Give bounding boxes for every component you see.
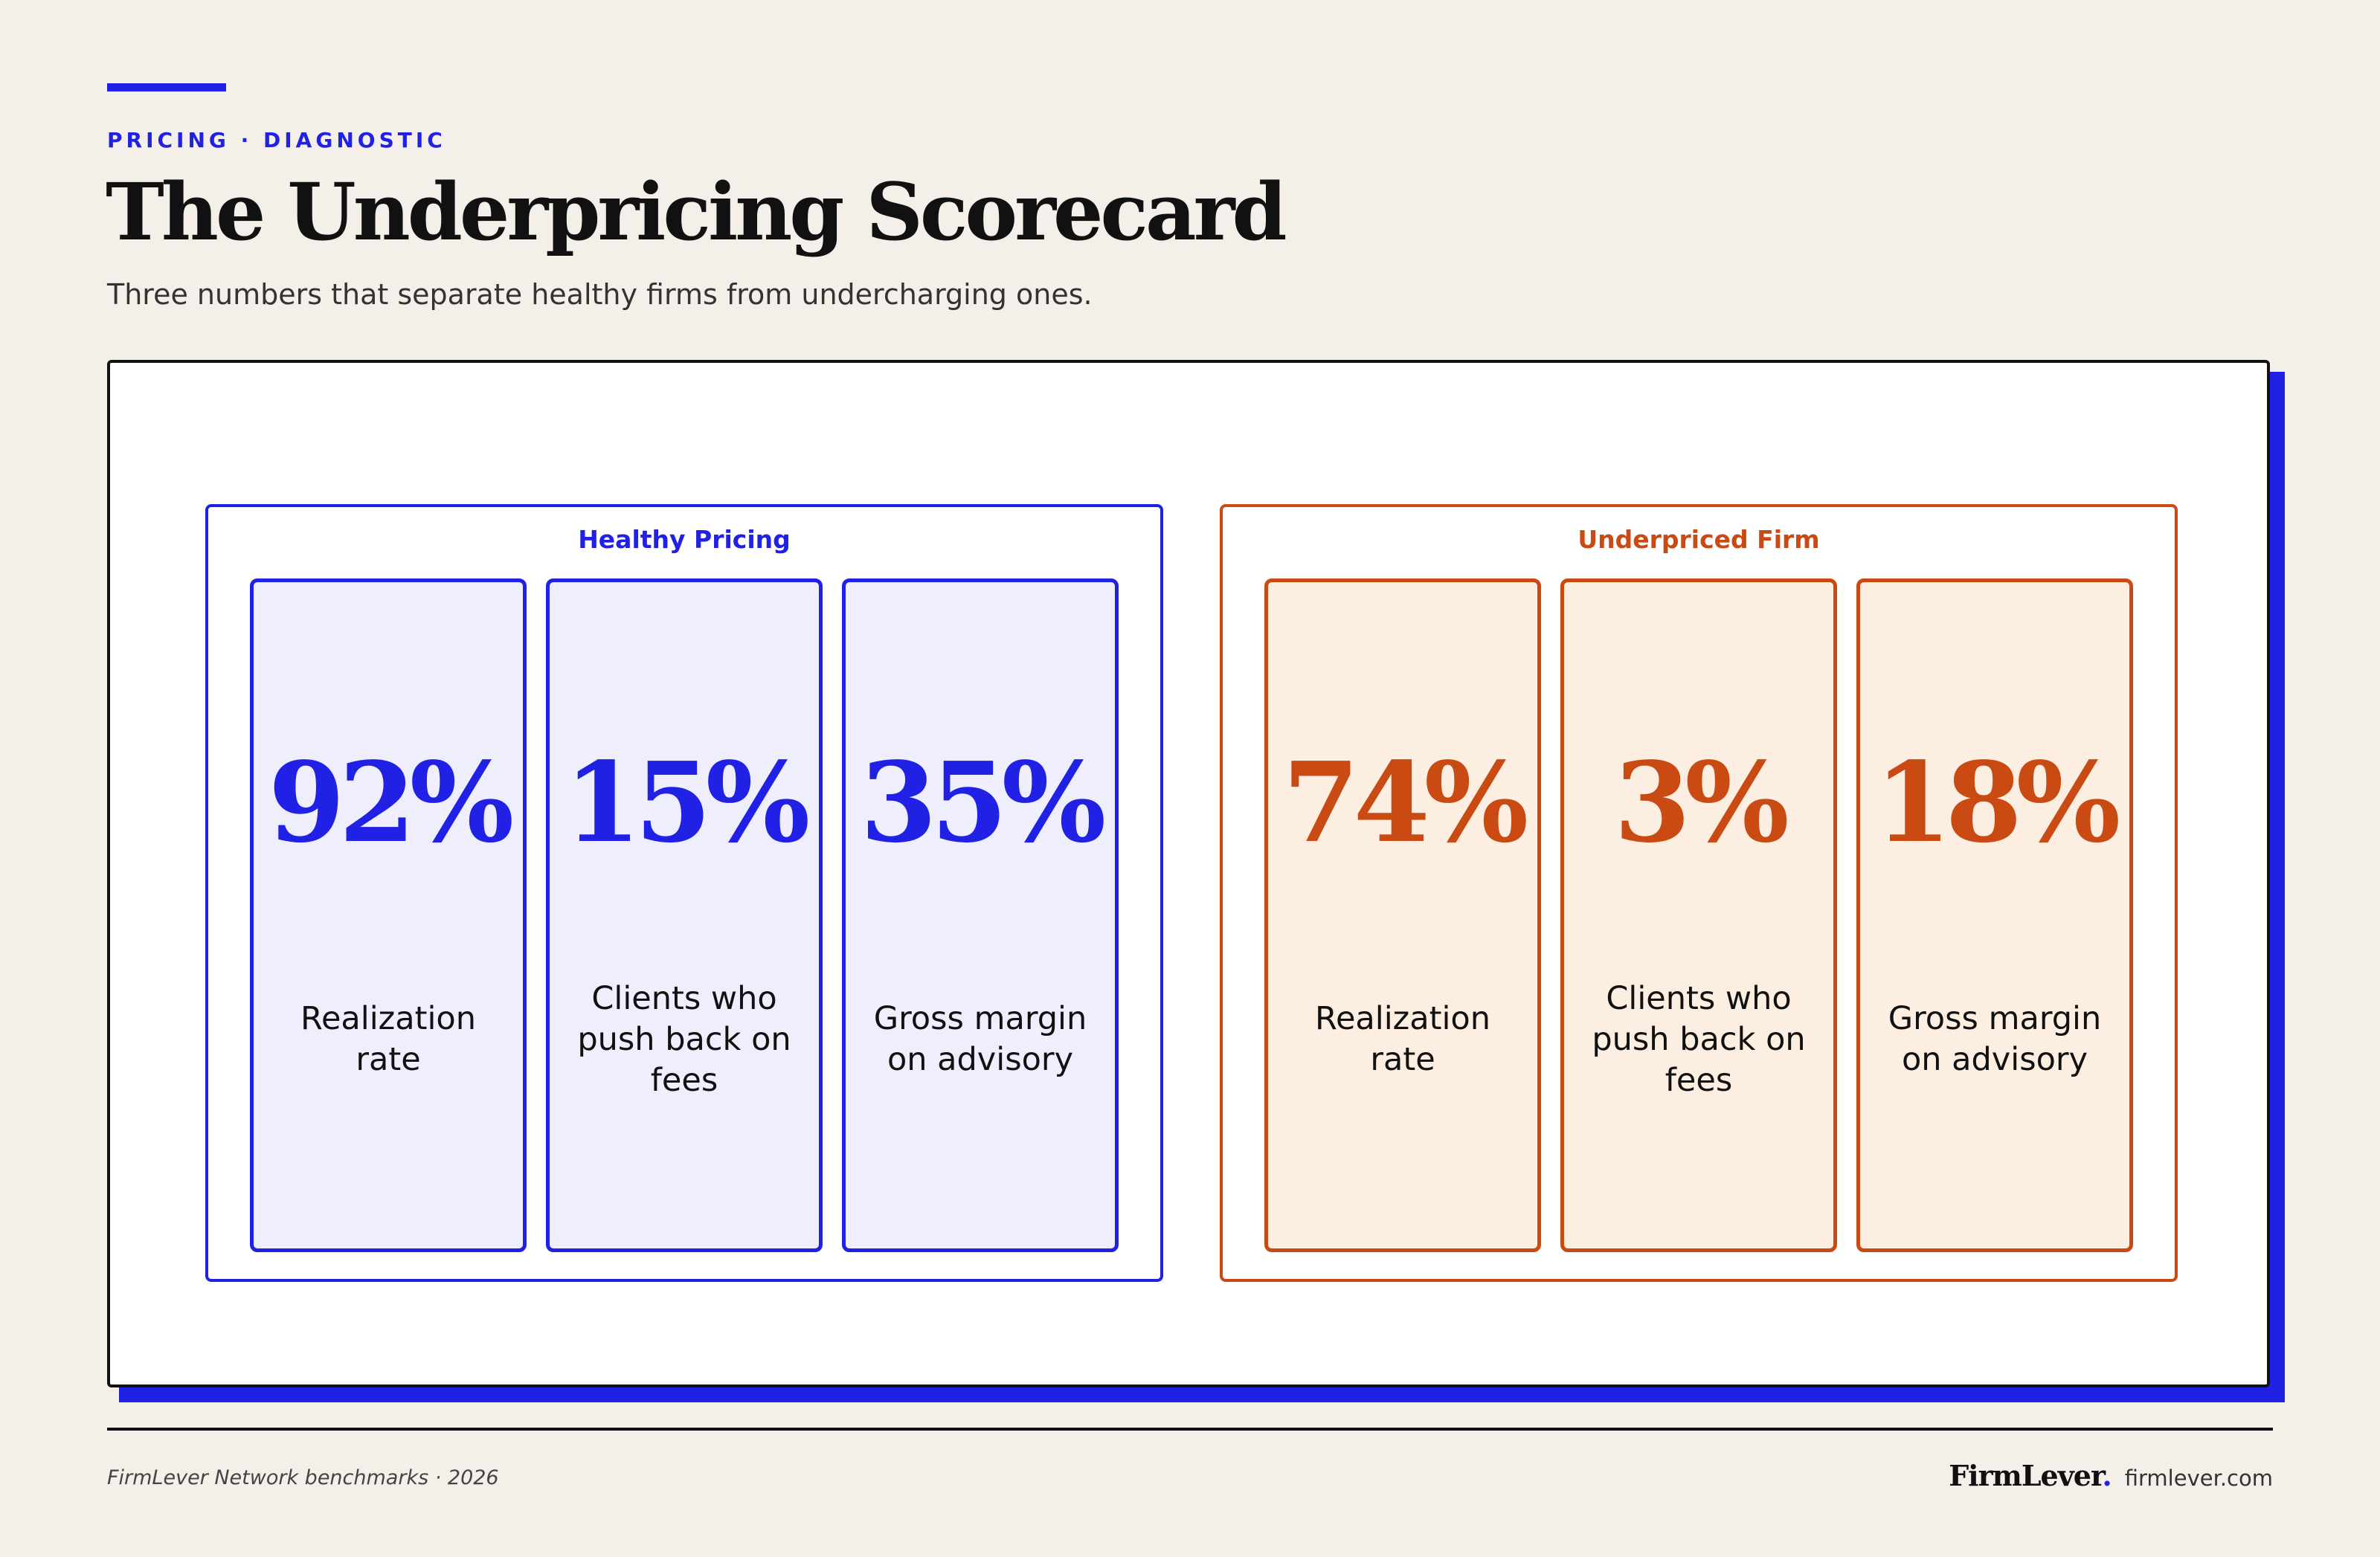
metric-tile-realization: 92% Realization rate <box>250 578 527 1252</box>
metric-tile-gross-margin: 35% Gross margin on advisory <box>842 578 1119 1252</box>
footer-divider <box>107 1428 2273 1431</box>
metric-tile-realization: 74% Realization rate <box>1264 578 1541 1252</box>
metric-label: Realization rate <box>1315 1000 1490 1078</box>
brand-name-text: FirmLever <box>1949 1459 2103 1492</box>
header-accent-bar <box>107 83 226 91</box>
healthy-tiles: 92% Realization rate 15% Clients who pus… <box>250 578 1119 1252</box>
metric-tile-pushback: 3% Clients who push back on fees <box>1560 578 1837 1252</box>
metric-value: 18% <box>1874 738 2121 867</box>
page-title: The Underpricing Scorecard <box>106 165 1287 258</box>
metric-value: 3% <box>1614 738 1789 867</box>
metric-value: 15% <box>564 738 811 867</box>
page-subtitle: Three numbers that separate healthy firm… <box>107 278 1093 311</box>
metric-label: Clients who push back on fees <box>577 979 791 1099</box>
brand-url[interactable]: firmlever.com <box>2124 1466 2273 1491</box>
source-note: FirmLever Network benchmarks · 2026 <box>107 1466 499 1489</box>
metric-value: 74% <box>1282 738 1529 867</box>
scorecard-card: Healthy Pricing 92% Realization rate 15%… <box>107 360 2270 1387</box>
metric-label: Realization rate <box>300 1000 476 1078</box>
brand-block: FirmLever. firmlever.com <box>1949 1459 2273 1492</box>
metric-tile-pushback: 15% Clients who push back on fees <box>546 578 823 1252</box>
metric-value: 35% <box>860 738 1107 867</box>
metric-label: Clients who push back on fees <box>1592 979 1806 1099</box>
metric-label: Gross margin on advisory <box>873 1000 1087 1078</box>
group-label-underpriced: Underpriced Firm <box>1577 525 1820 554</box>
brand-dot: . <box>2102 1459 2112 1492</box>
metric-tile-gross-margin: 18% Gross margin on advisory <box>1856 578 2133 1252</box>
healthy-pricing-group: Healthy Pricing 92% Realization rate 15%… <box>205 504 1163 1282</box>
metric-label: Gross margin on advisory <box>1888 1000 2102 1078</box>
metric-value: 92% <box>268 738 515 867</box>
underpriced-tiles: 74% Realization rate 3% Clients who push… <box>1264 578 2133 1252</box>
eyebrow-label: PRICING · DIAGNOSTIC <box>107 128 446 152</box>
underpriced-firm-group: Underpriced Firm 74% Realization rate 3%… <box>1220 504 2178 1282</box>
group-label-healthy: Healthy Pricing <box>578 525 791 554</box>
brand-logo: FirmLever. <box>1949 1459 2112 1492</box>
